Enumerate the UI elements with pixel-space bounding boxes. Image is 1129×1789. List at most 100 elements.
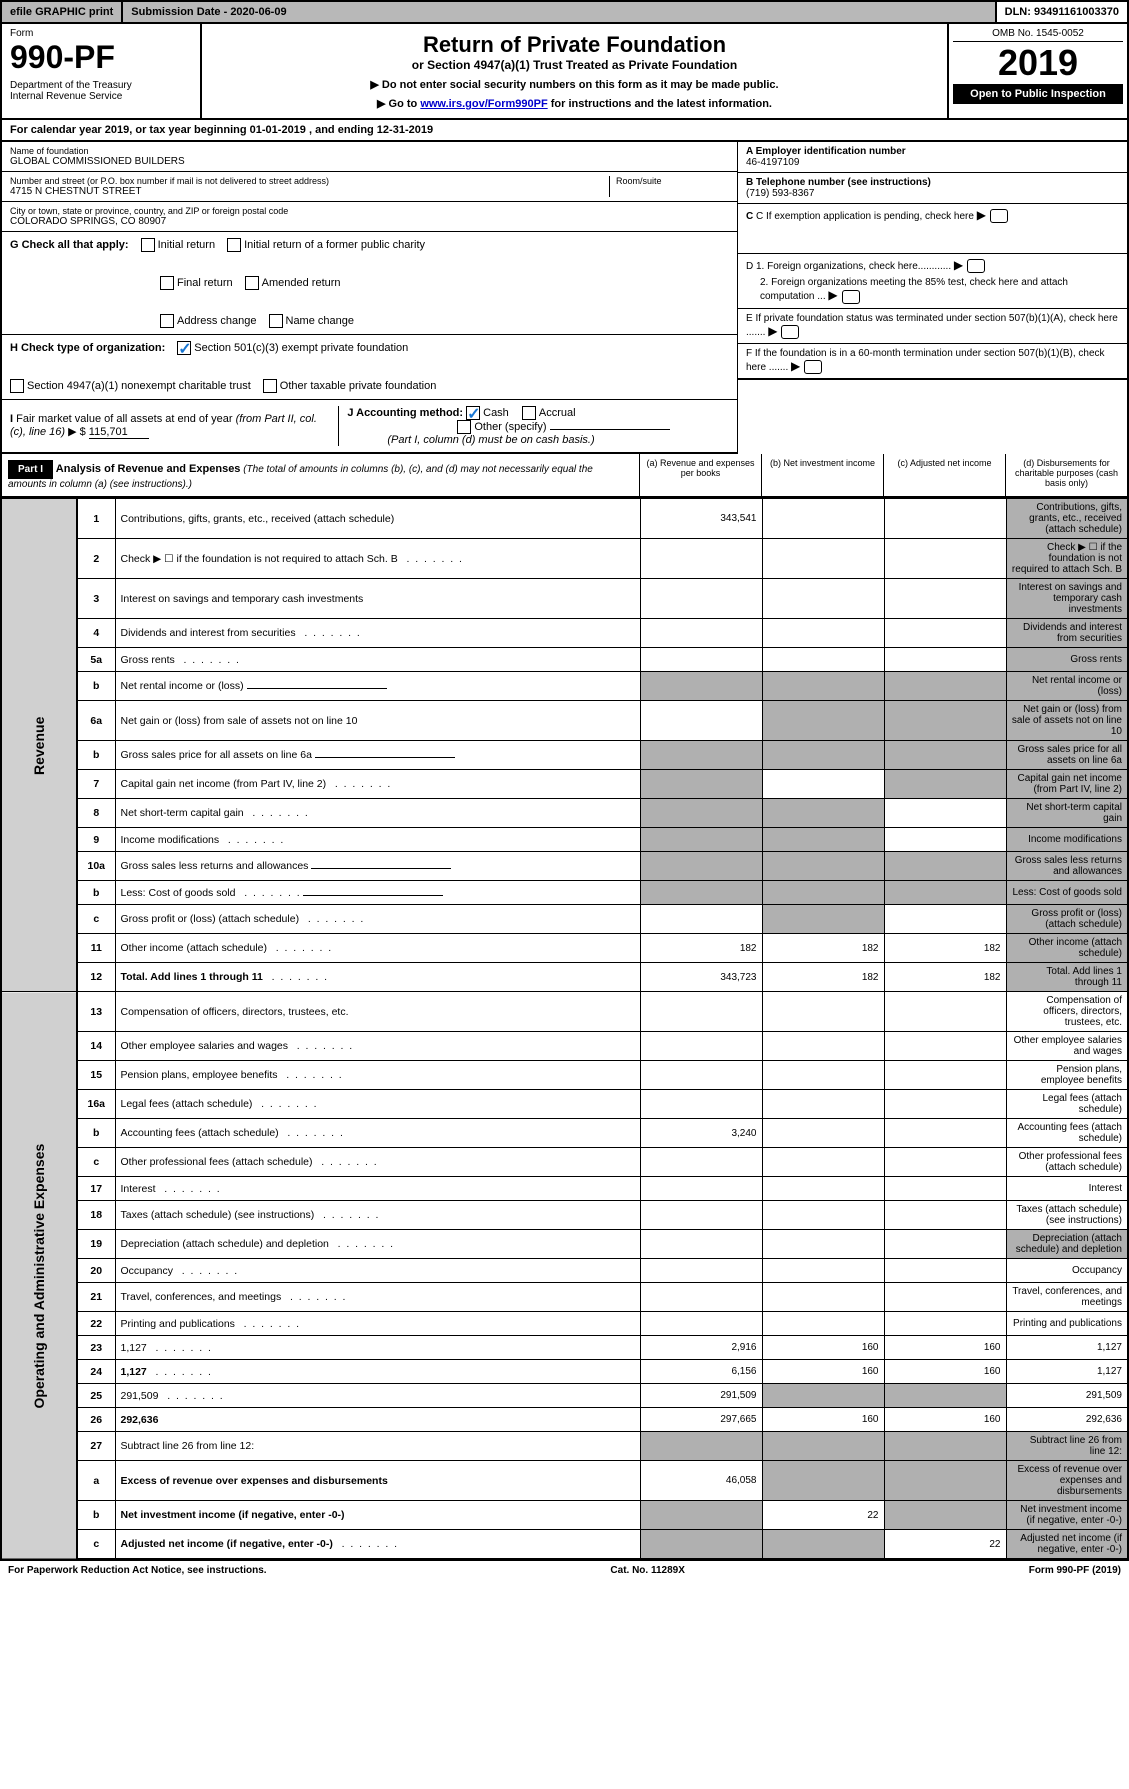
line-number: 17 [77,1177,115,1201]
table-row: 26292,636297,665160160292,636 [1,1408,1128,1432]
cell-c [884,1283,1006,1312]
name-label: Name of foundation [10,146,729,156]
opt-former: Initial return of a former public charit… [244,239,425,251]
checkbox-d1[interactable] [967,259,985,273]
opt-initial: Initial return [158,239,215,251]
line-description: Accounting fees (attach schedule) . . . … [115,1119,640,1148]
line-description: Excess of revenue over expenses and disb… [115,1461,640,1501]
checkbox-final[interactable] [160,276,174,290]
form-label: Form [10,28,192,39]
d2-label: 2. Foreign organizations meeting the 85%… [760,277,1068,302]
part1-badge: Part I [8,460,53,479]
form-title: Return of Private Foundation [210,32,939,58]
part1-title: Analysis of Revenue and Expenses [56,463,241,475]
line-description: Income modifications . . . . . . . [115,828,640,852]
cell-c [884,799,1006,828]
table-row: cGross profit or (loss) (attach schedule… [1,905,1128,934]
table-row: bNet rental income or (loss) Net rental … [1,672,1128,701]
cell-b [762,1259,884,1283]
checkbox-amended[interactable] [245,276,259,290]
checkbox-501c3[interactable] [177,341,191,355]
table-row: 231,127 . . . . . . .2,9161601601,127 [1,1336,1128,1360]
cell-d: Taxes (attach schedule) (see instruction… [1006,1201,1128,1230]
checkbox-4947[interactable] [10,379,24,393]
cell-d: 292,636 [1006,1408,1128,1432]
line-number: 16a [77,1090,115,1119]
cell-a [640,770,762,799]
cell-a [640,1259,762,1283]
line-description: Adjusted net income (if negative, enter … [115,1530,640,1560]
line-number: 18 [77,1201,115,1230]
table-row: bGross sales price for all assets on lin… [1,741,1128,770]
table-row: 19Depreciation (attach schedule) and dep… [1,1230,1128,1259]
phone-value: (719) 593-8367 [746,188,814,199]
line-number: 15 [77,1061,115,1090]
checkbox-initial-former[interactable] [227,238,241,252]
cell-d: 1,127 [1006,1360,1128,1384]
table-row: 6aNet gain or (loss) from sale of assets… [1,701,1128,741]
cell-c [884,1148,1006,1177]
line-description: Compensation of officers, directors, tru… [115,992,640,1032]
h-section: H Check type of organization: Section 50… [2,335,737,400]
cell-d: Check ▶ ☐ if the foundation is not requi… [1006,539,1128,579]
cell-d: Occupancy [1006,1259,1128,1283]
cell-d: Travel, conferences, and meetings [1006,1283,1128,1312]
line-number: 4 [77,619,115,648]
checkbox-addr-change[interactable] [160,314,174,328]
cell-c [884,619,1006,648]
form-header: Form 990-PF Department of the Treasury I… [0,24,1129,120]
table-row: 15Pension plans, employee benefits . . .… [1,1061,1128,1090]
cell-c [884,1119,1006,1148]
page-footer: For Paperwork Reduction Act Notice, see … [0,1560,1129,1580]
line-number: b [77,1119,115,1148]
table-row: 21Travel, conferences, and meetings . . … [1,1283,1128,1312]
table-row: bAccounting fees (attach schedule) . . .… [1,1119,1128,1148]
checkbox-accrual[interactable] [522,406,536,420]
table-row: 7Capital gain net income (from Part IV, … [1,770,1128,799]
part1-header: Part I Analysis of Revenue and Expenses … [0,454,1129,498]
omb-number: OMB No. 1545-0052 [953,28,1123,42]
cell-a [640,1501,762,1530]
line-number: 11 [77,934,115,963]
table-row: 27Subtract line 26 from line 12:Subtract… [1,1432,1128,1461]
checkbox-name-change[interactable] [269,314,283,328]
checkbox-e[interactable] [781,325,799,339]
cell-c [884,701,1006,741]
irs-link[interactable]: www.irs.gov/Form990PF [420,98,547,110]
line-description: Net investment income (if negative, ente… [115,1501,640,1530]
cell-b [762,1230,884,1259]
top-bar: efile GRAPHIC print Submission Date - 20… [0,0,1129,24]
cell-c [884,1230,1006,1259]
table-row: 241,127 . . . . . . .6,1561601601,127 [1,1360,1128,1384]
cell-d: Contributions, gifts, grants, etc., rece… [1006,499,1128,539]
checkbox-cash[interactable] [466,406,480,420]
line-description: Gross sales price for all assets on line… [115,741,640,770]
line-description: Net rental income or (loss) [115,672,640,701]
cell-b [762,619,884,648]
cell-d: Net short-term capital gain [1006,799,1128,828]
cell-a [640,799,762,828]
table-row: 20Occupancy . . . . . . .Occupancy [1,1259,1128,1283]
checkbox-c[interactable] [990,209,1008,223]
cell-c [884,1201,1006,1230]
cell-a: 2,916 [640,1336,762,1360]
checkbox-other-method[interactable] [457,420,471,434]
opt-cash: Cash [483,407,509,419]
cell-d: Gross profit or (loss) (attach schedule) [1006,905,1128,934]
checkbox-d2[interactable] [842,290,860,304]
c-label: C If exemption application is pending, c… [756,211,974,222]
table-row: 16aLegal fees (attach schedule) . . . . … [1,1090,1128,1119]
checkbox-initial-return[interactable] [141,238,155,252]
foundation-name: GLOBAL COMMISSIONED BUILDERS [10,156,729,167]
cell-c [884,852,1006,881]
addr-label: Number and street (or P.O. box number if… [10,176,609,186]
cell-b [762,1119,884,1148]
tax-year: 2019 [953,42,1123,84]
checkbox-other-tax[interactable] [263,379,277,393]
line-description: Printing and publications . . . . . . . [115,1312,640,1336]
checkbox-f[interactable] [804,360,822,374]
line-description: Total. Add lines 1 through 11 . . . . . … [115,963,640,992]
line-description: Gross sales less returns and allowances [115,852,640,881]
line-description: Pension plans, employee benefits . . . .… [115,1061,640,1090]
line-description: Occupancy . . . . . . . [115,1259,640,1283]
